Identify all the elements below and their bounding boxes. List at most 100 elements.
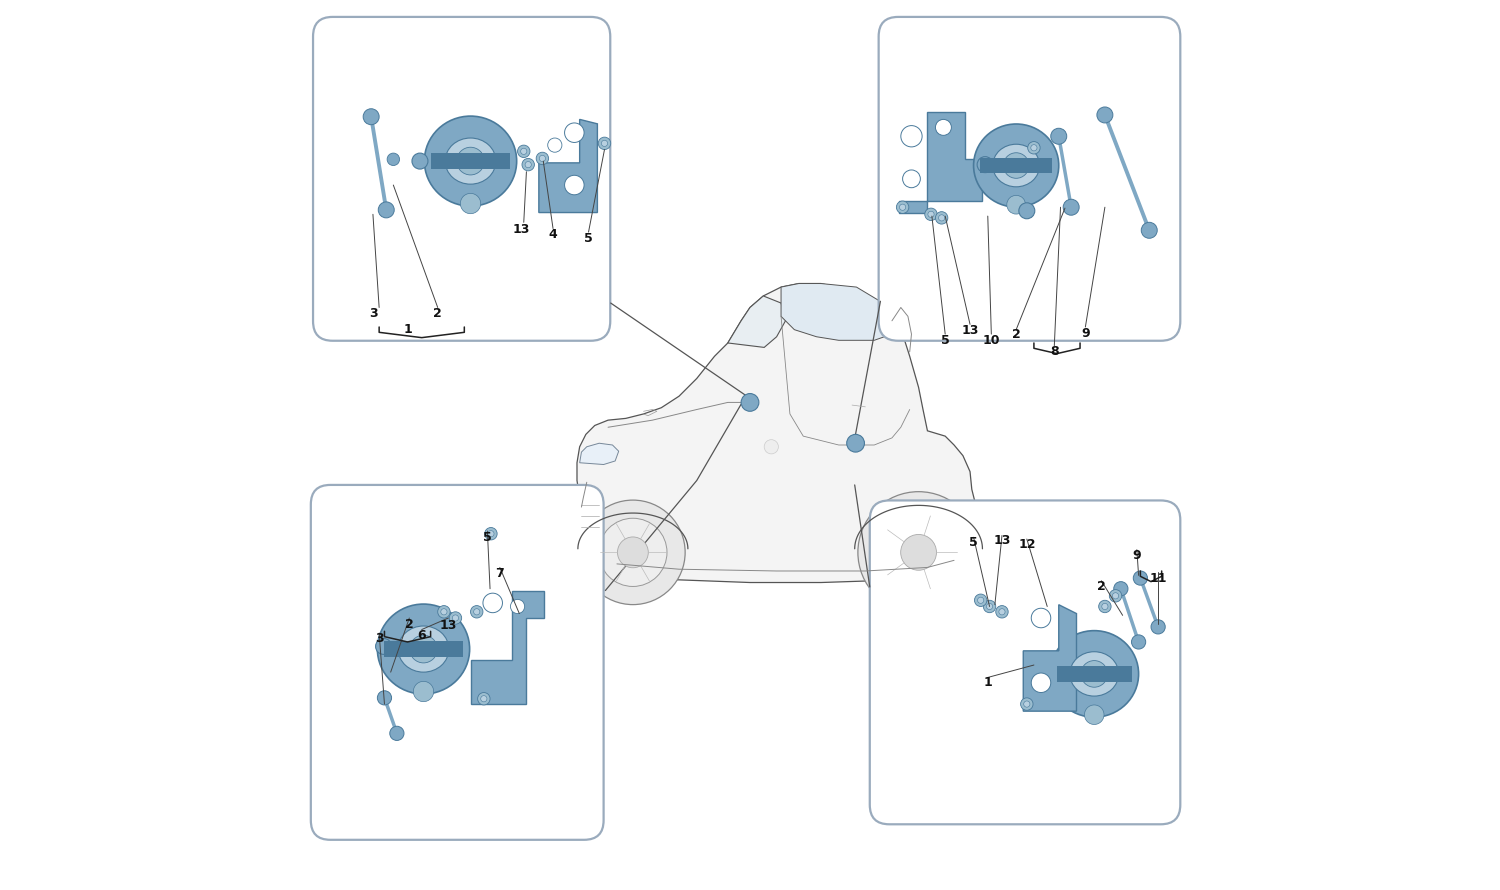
Circle shape [414,682,434,701]
Circle shape [1150,619,1166,634]
Circle shape [363,109,380,125]
Text: 9: 9 [1132,549,1142,562]
Circle shape [413,153,428,169]
Polygon shape [1023,604,1077,711]
Circle shape [580,500,686,604]
Circle shape [984,600,996,612]
Text: 6: 6 [417,629,426,643]
Circle shape [548,138,562,152]
Polygon shape [538,119,597,213]
FancyBboxPatch shape [314,17,610,341]
Circle shape [520,149,526,155]
Circle shape [879,513,959,592]
Circle shape [902,125,922,147]
Circle shape [518,145,530,158]
Circle shape [460,193,480,214]
Circle shape [975,594,987,606]
Circle shape [897,201,909,214]
FancyBboxPatch shape [870,500,1180,824]
Circle shape [926,208,938,221]
Circle shape [1030,608,1051,627]
Circle shape [1064,199,1078,215]
Circle shape [846,434,864,452]
FancyBboxPatch shape [879,17,1180,341]
Circle shape [456,147,484,175]
Circle shape [1098,600,1112,612]
Circle shape [764,440,778,454]
Circle shape [1110,589,1122,602]
Circle shape [1020,698,1034,710]
Circle shape [900,204,906,210]
Ellipse shape [378,604,470,694]
Bar [980,158,1053,174]
Polygon shape [578,284,990,583]
Bar [384,641,462,658]
Polygon shape [782,284,897,340]
Circle shape [488,530,494,537]
Circle shape [999,609,1005,615]
Bar [1056,666,1132,682]
Circle shape [1142,222,1156,239]
Text: 8: 8 [1050,345,1059,359]
Text: 3: 3 [369,307,378,320]
Circle shape [900,535,936,570]
Circle shape [618,537,648,568]
Circle shape [480,696,488,702]
Circle shape [438,605,450,618]
Circle shape [510,599,525,613]
Ellipse shape [1050,631,1138,717]
Circle shape [1023,701,1031,708]
Circle shape [483,593,502,612]
Circle shape [1102,603,1108,610]
Circle shape [375,638,392,654]
Ellipse shape [398,626,448,672]
Circle shape [598,518,668,587]
Circle shape [987,603,993,610]
Circle shape [903,170,921,188]
Circle shape [564,123,584,142]
Circle shape [448,611,462,624]
Text: 2: 2 [433,307,442,320]
Bar [432,153,510,169]
Text: 1: 1 [984,676,992,689]
Circle shape [598,137,610,150]
Circle shape [410,635,438,663]
Circle shape [471,605,483,618]
Text: 5: 5 [969,536,978,549]
Text: 7: 7 [495,567,504,580]
Text: 5: 5 [940,334,950,347]
Circle shape [453,615,459,621]
Circle shape [936,212,948,224]
Polygon shape [898,112,983,213]
Circle shape [1028,142,1039,154]
Text: 1: 1 [404,323,412,336]
Text: 12: 12 [1019,538,1035,551]
Circle shape [1052,128,1066,144]
Text: 5: 5 [584,231,592,245]
Circle shape [602,141,608,147]
Circle shape [1030,673,1051,692]
Circle shape [1019,203,1035,219]
Circle shape [484,528,496,540]
Circle shape [378,202,394,218]
Circle shape [477,692,490,705]
Text: 4: 4 [549,228,558,241]
Polygon shape [579,443,618,465]
Text: 9: 9 [1082,327,1089,340]
Circle shape [1114,582,1128,595]
Circle shape [1096,107,1113,123]
Text: 5: 5 [483,530,492,544]
Circle shape [976,157,993,173]
Circle shape [858,491,980,613]
Circle shape [540,156,546,161]
Circle shape [978,597,984,603]
Circle shape [441,609,447,615]
Circle shape [387,153,399,166]
Circle shape [1007,195,1026,214]
Polygon shape [471,591,544,704]
Circle shape [928,211,934,217]
Text: 10: 10 [982,334,1000,347]
Circle shape [390,726,404,740]
Text: 13: 13 [513,222,529,236]
Ellipse shape [1070,651,1119,696]
